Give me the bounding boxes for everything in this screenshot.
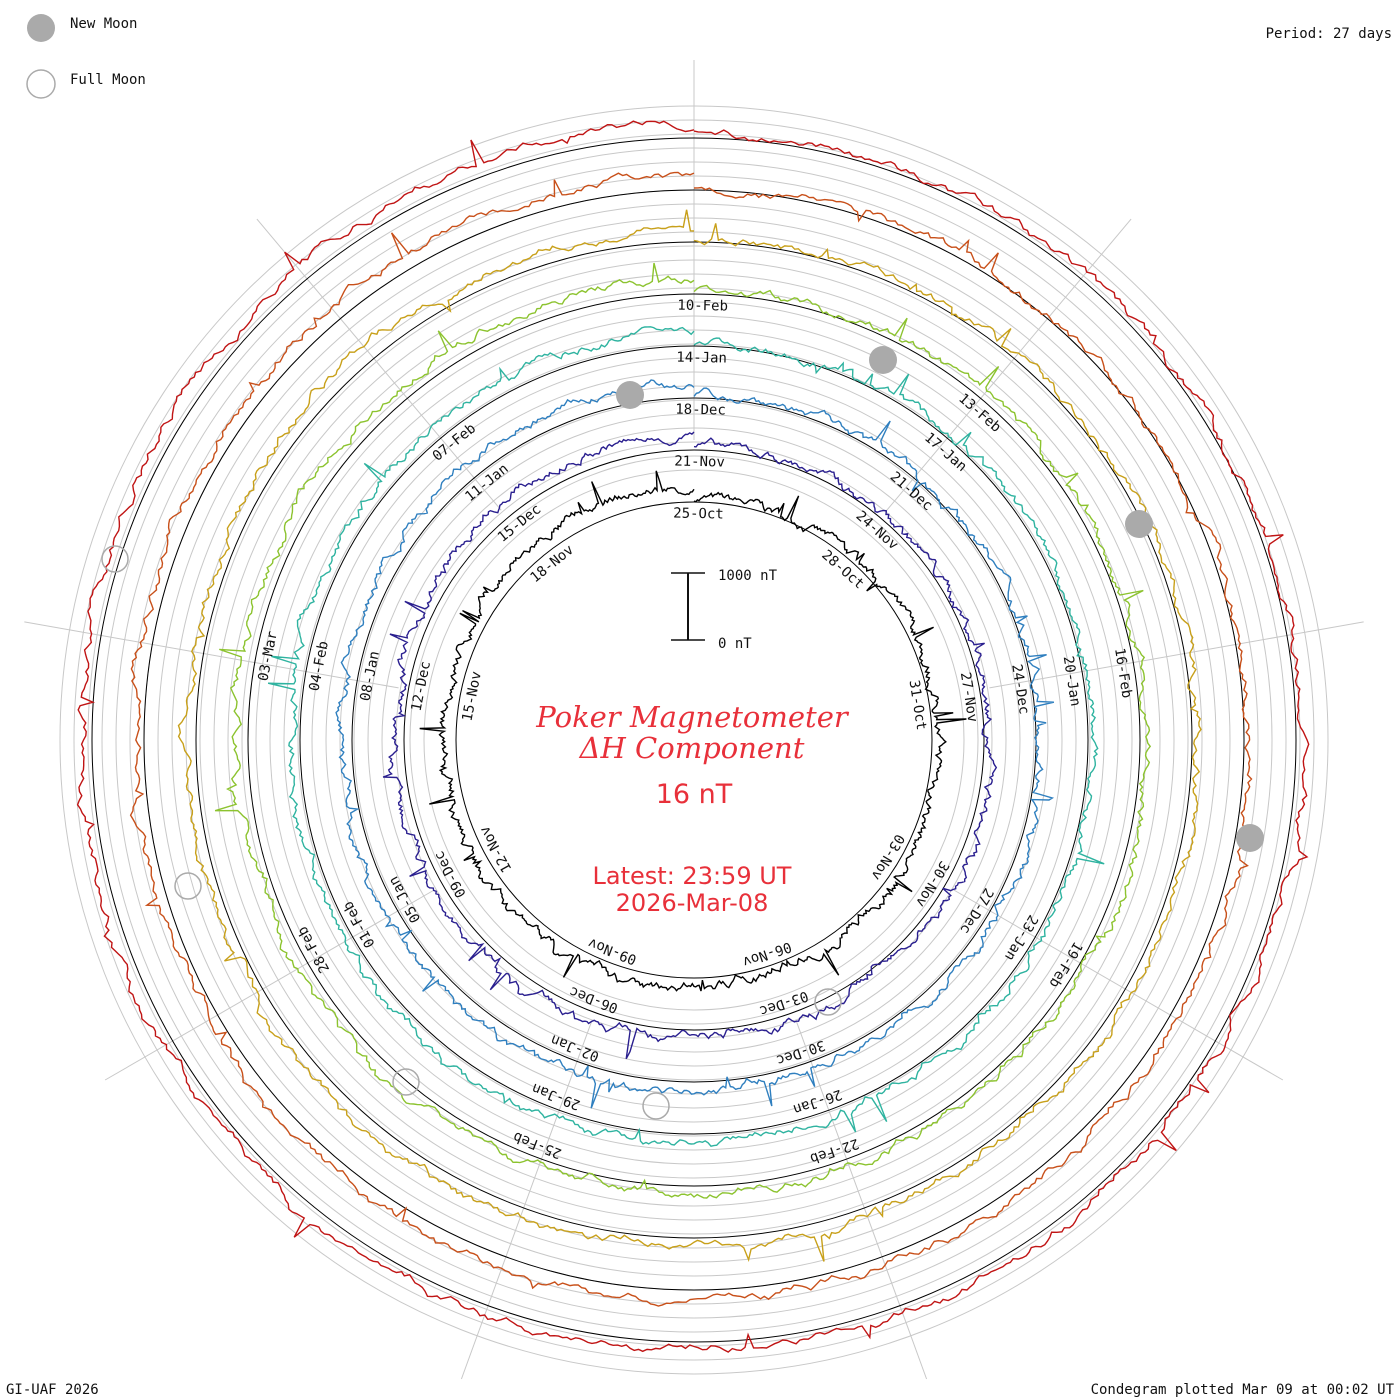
footer-plotted: Condegram plotted Mar 09 at 00:02 UT (1091, 1382, 1395, 1398)
full-moon-legend-icon (26, 69, 56, 99)
baseline-circle (247, 293, 1141, 1187)
date-tick-label: 06-Dec (567, 983, 620, 1016)
baseline-circle (403, 449, 985, 1031)
grid-circle (409, 455, 979, 1025)
date-tick-label: 25-Oct (673, 506, 724, 523)
grid-spoke (24, 621, 399, 689)
chart-title: Poker Magnetometer (535, 700, 850, 734)
rotation-trace-6 (129, 171, 1260, 1307)
date-tick-label: 10-Feb (677, 298, 728, 315)
rotation-trace-4 (214, 262, 1152, 1199)
date-tick-label: 27-Nov (957, 671, 981, 723)
moon-markers (101, 346, 1264, 1120)
rotation-trace-1 (382, 431, 998, 1060)
chart-subtitle: ΔH Component (579, 731, 805, 765)
baseline-circle (91, 137, 1297, 1343)
date-tick-label: 15-Nov (460, 670, 485, 723)
grid-spoke (460, 1021, 592, 1380)
scale-bottom-label: 0 nT (718, 636, 752, 652)
date-tick-label: 08-Jan (357, 650, 382, 703)
date-tick-label: 21-Nov (674, 454, 725, 471)
scale-bar: 1000 nT 0 nT (671, 568, 778, 652)
rotation-trace-0 (419, 470, 967, 992)
date-tick-label: 14-Jan (676, 350, 727, 367)
grid-circle (423, 469, 965, 1011)
date-tick-label: 16-Feb (1111, 647, 1135, 699)
footer-credit: GI-UAF 2026 (6, 1382, 99, 1398)
new-moon-marker (616, 381, 644, 409)
grid-spoke (256, 218, 502, 511)
rotation-trace-3 (267, 326, 1105, 1147)
new-moon-marker (1236, 824, 1264, 852)
rotation-trace-2 (335, 379, 1055, 1109)
new-moon-marker (1125, 510, 1153, 538)
period-label: Period: 27 days (1266, 26, 1392, 42)
baseline-circle (455, 501, 933, 979)
latest-time: Latest: 23:59 UT (593, 862, 792, 890)
grid-spoke (796, 1021, 928, 1380)
date-tick-label: 26-Jan (791, 1086, 844, 1118)
full-moon-marker (174, 872, 202, 900)
date-tick-label: 24-Dec (1008, 663, 1032, 715)
latest-date: 2026-Mar-08 (616, 889, 769, 917)
date-tick-label: 02-Jan (549, 1031, 602, 1064)
full-moon-marker (392, 1068, 420, 1096)
scale-top-label: 1000 nT (718, 568, 778, 584)
rotation-trace-7 (76, 120, 1310, 1353)
full-moon-marker (101, 545, 129, 573)
date-tick-label: 03-Dec (757, 987, 810, 1019)
data-traces (76, 120, 1310, 1353)
date-tick-label: 18-Dec (675, 402, 726, 419)
date-tick-label: 20-Jan (1060, 655, 1084, 707)
full-moon-legend-label: Full Moon (70, 72, 146, 88)
date-tick-label: 09-Nov (586, 934, 639, 967)
date-tick-label: 31-Oct (905, 679, 929, 731)
new-moon-legend-icon (27, 14, 55, 42)
grid-spoke (104, 889, 435, 1081)
baseline-circle (299, 345, 1089, 1135)
date-tick-label: 29-Jan (530, 1080, 583, 1113)
polar-grid (24, 60, 1364, 1380)
grid-spoke (953, 889, 1284, 1081)
date-tick-label: 04-Feb (306, 640, 331, 693)
baseline-circle (195, 241, 1193, 1239)
grid-spoke (886, 218, 1132, 511)
current-value: 16 nT (656, 779, 733, 810)
full-moon-marker (814, 988, 842, 1016)
new-moon-marker (869, 346, 897, 374)
baseline-circle (143, 189, 1245, 1291)
date-tick-label: 03-Mar (255, 630, 280, 683)
grid-spoke (989, 621, 1364, 689)
full-moon-marker (642, 1092, 670, 1120)
new-moon-legend-label: New Moon (70, 16, 137, 32)
date-tick-label: 12-Dec (409, 660, 434, 713)
rotation-trace-5 (177, 209, 1202, 1263)
